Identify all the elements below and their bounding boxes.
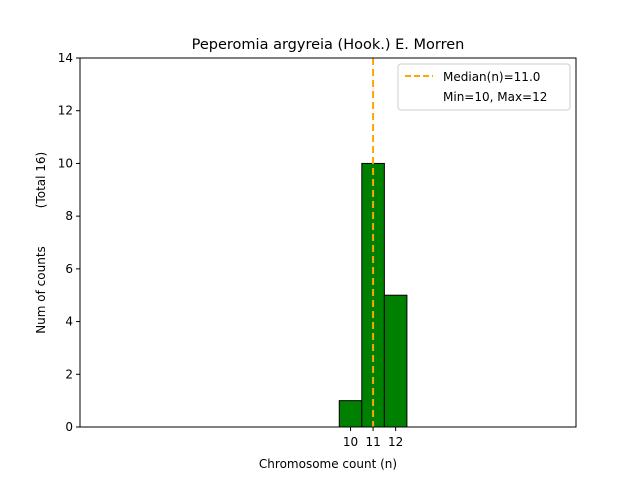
x-axis-ticks: 10 11 12 [343, 427, 403, 449]
y-tick-label: 0 [65, 420, 73, 434]
legend-box [397, 63, 571, 111]
y-axis-label: Num of counts [34, 246, 48, 334]
y-tick-label: 4 [65, 315, 73, 329]
bar-n12 [383, 294, 408, 428]
y-tick-label: 2 [65, 367, 73, 381]
x-axis-label: Chromosome count (n) [259, 457, 397, 471]
y-tick-label: 12 [58, 104, 73, 118]
x-tick-label: 11 [365, 435, 380, 449]
x-tick-label: 10 [343, 435, 358, 449]
y-tick-label: 8 [65, 209, 73, 223]
legend-minmax-entry: Min=10, Max=12 [443, 90, 547, 104]
y-tick-label: 6 [65, 262, 73, 276]
x-tick-label: 12 [388, 435, 403, 449]
y-axis-ticks: 0 2 4 6 8 10 12 14 [58, 51, 80, 434]
legend: Median(n)=11.0 Min=10, Max=12 [397, 63, 571, 111]
chart-title: Peperomia argyreia (Hook.) E. Morren [192, 37, 465, 53]
plot-frame [79, 57, 577, 428]
y-tick-label: 10 [58, 156, 73, 170]
bar-n10 [338, 400, 363, 428]
legend-median-entry: Median(n)=11.0 [443, 70, 540, 84]
y-axis-total-label: (Total 16) [34, 152, 48, 208]
y-tick-label: 14 [58, 51, 73, 65]
